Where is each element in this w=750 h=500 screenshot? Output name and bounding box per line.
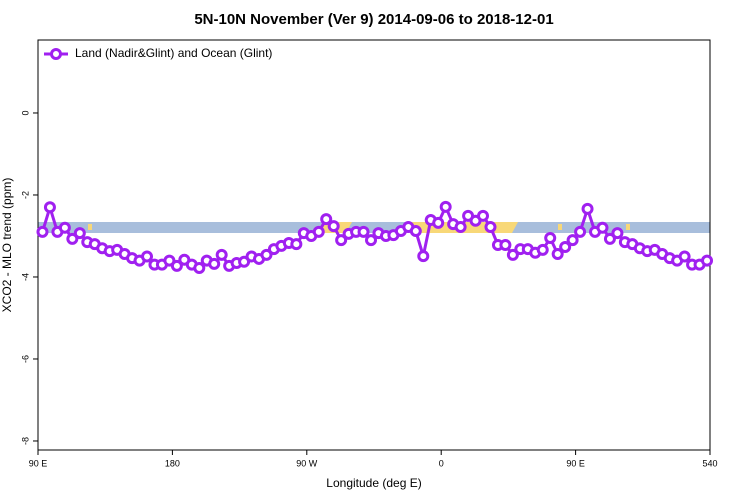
data-point <box>417 250 430 263</box>
y-axis-label: XCO2 - MLO trend (ppm) <box>0 178 14 313</box>
data-point <box>499 239 512 251</box>
data-point <box>163 254 176 267</box>
data-point <box>506 248 519 261</box>
x-tick-label: 90 E <box>566 458 585 468</box>
data-point <box>357 225 370 238</box>
data-point <box>365 234 378 247</box>
data-point <box>551 248 564 261</box>
x-tick-label: 180 <box>165 458 180 468</box>
data-point <box>432 216 445 229</box>
data-point <box>312 225 325 238</box>
data-point <box>141 250 154 263</box>
x-axis-label: Longitude (deg E) <box>326 476 421 490</box>
chart-title: 5N-10N November (Ver 9) 2014-09-06 to 20… <box>194 11 553 28</box>
legend-label: Land (Nadir&Glint) and Ocean (Glint) <box>75 46 272 60</box>
land-band <box>558 224 562 230</box>
data-point <box>439 200 452 213</box>
data-point <box>320 213 333 226</box>
ocean-band <box>38 222 710 233</box>
data-point <box>477 209 490 222</box>
legend-marker <box>50 48 62 60</box>
data-point <box>193 261 206 274</box>
data-point <box>409 225 422 238</box>
data-point <box>335 234 348 247</box>
data-point <box>290 238 303 251</box>
data-point <box>327 220 340 233</box>
data-point <box>215 248 228 261</box>
data-point <box>603 232 616 245</box>
data-point <box>611 227 624 240</box>
data-point <box>170 259 183 272</box>
data-point <box>701 254 714 267</box>
data-point <box>58 221 71 234</box>
data-point <box>678 250 691 263</box>
legend: Land (Nadir&Glint) and Ocean (Glint) <box>44 46 272 60</box>
data-point <box>566 234 579 247</box>
data-point <box>454 220 467 233</box>
data-point <box>484 220 497 233</box>
y-tick-label: -2 <box>20 191 30 199</box>
land-band <box>88 224 92 230</box>
data-point <box>574 225 587 238</box>
data-point <box>43 201 56 214</box>
data-point <box>238 255 251 268</box>
x-tick-label: 90 E <box>29 458 48 468</box>
x-tick-label: 90 W <box>296 458 318 468</box>
plot-frame <box>37 39 711 451</box>
data-point <box>36 225 49 238</box>
x-tick-label: 540 <box>702 458 717 468</box>
data-point <box>581 202 594 215</box>
y-tick-label: -4 <box>20 273 30 281</box>
data-point <box>536 243 549 256</box>
y-tick-label: -6 <box>20 355 30 363</box>
y-tick-label: 0 <box>20 110 30 115</box>
x-tick-label: 0 <box>439 458 444 468</box>
data-point <box>260 248 273 261</box>
land-band <box>626 224 630 230</box>
data-point <box>559 241 572 254</box>
data-point <box>66 232 79 245</box>
data-point <box>73 227 86 240</box>
data-point <box>544 232 557 245</box>
data-point <box>596 221 609 234</box>
y-tick-label: -8 <box>20 437 30 445</box>
data-point <box>208 257 221 270</box>
